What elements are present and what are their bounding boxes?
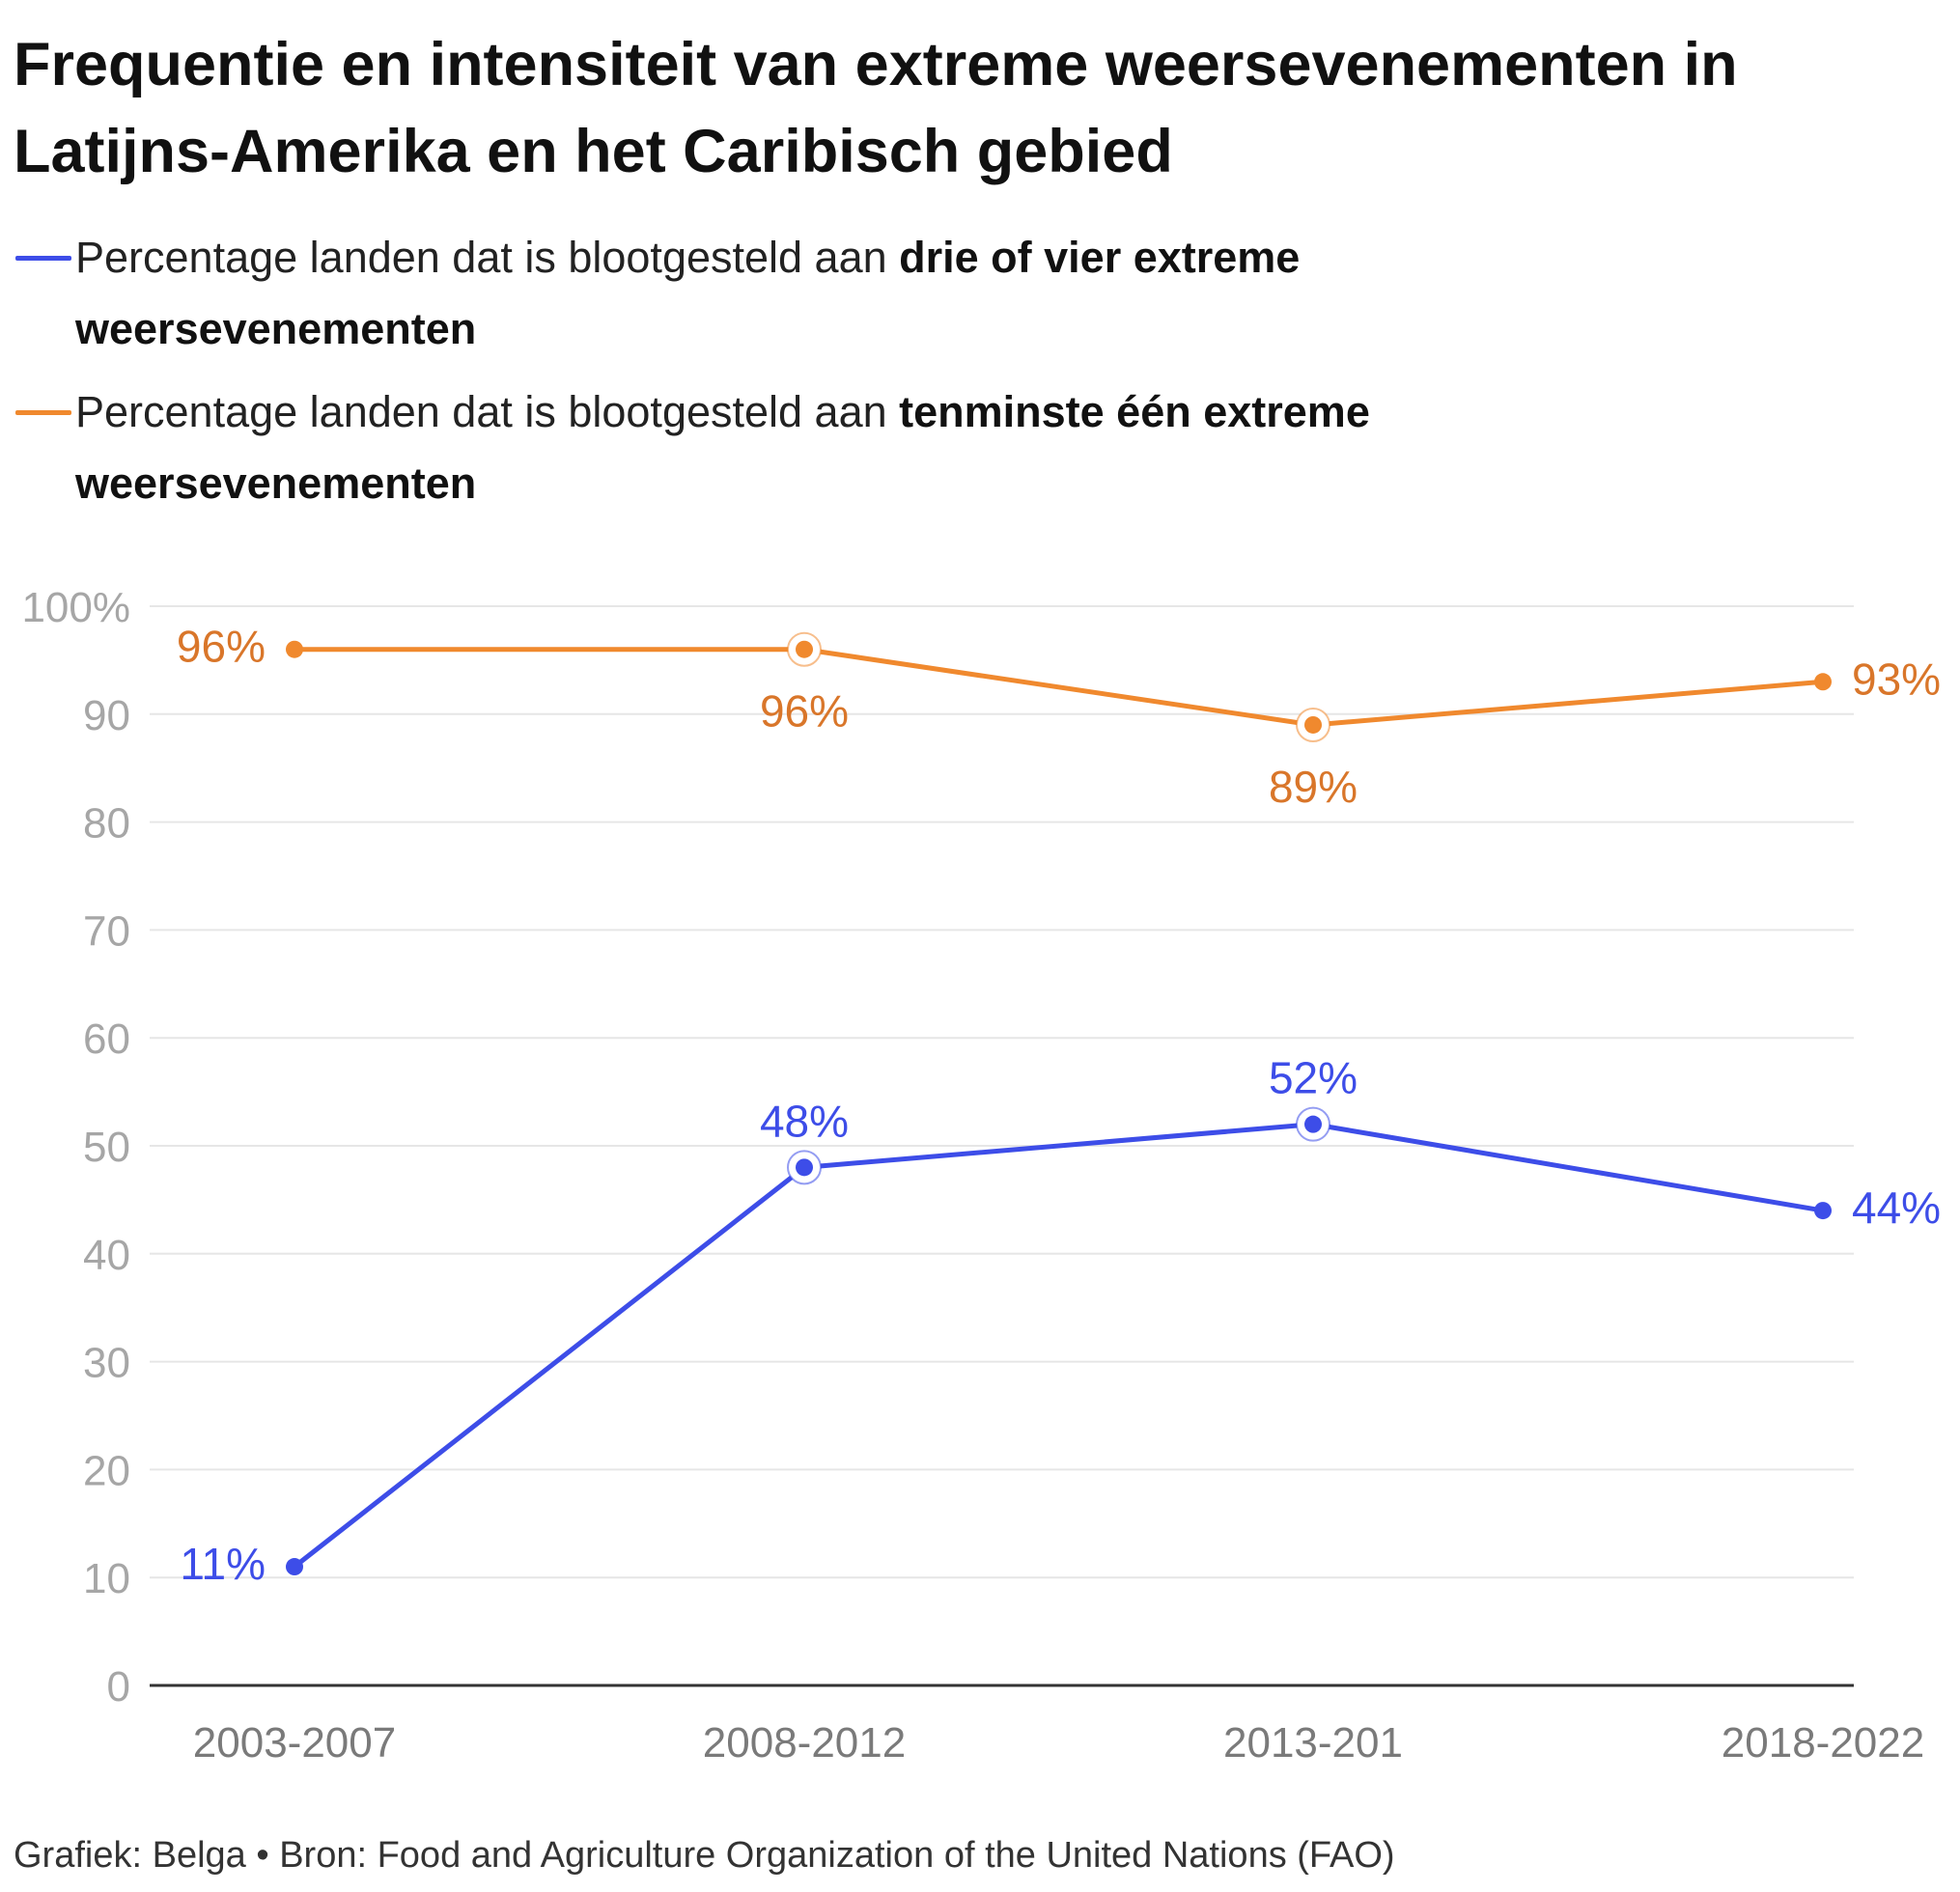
data-label-blue: 52%: [1269, 1053, 1358, 1103]
axes: 0 10 20 30 40 50 60 70 80 90 100% 2003-2007 2008-201…: [21, 584, 1924, 1767]
data-label-blue: 48%: [760, 1096, 849, 1146]
data-label-orange: 89%: [1269, 762, 1358, 812]
series-line-blue: [292, 1122, 1826, 1570]
y-tick-label: 10: [83, 1555, 130, 1602]
gridlines: [150, 605, 1854, 1579]
source-footer: Grafiek: Belga • Bron: Food and Agricult…: [14, 1835, 1395, 1876]
data-label-blue: 44%: [1852, 1182, 1941, 1233]
line-chart: 0 10 20 30 40 50 60 70 80 90 100% 2003-2007 2008-201…: [21, 584, 1941, 1767]
series: [286, 631, 1832, 1576]
data-point-blue: [1814, 1202, 1832, 1220]
y-tick-label: 70: [83, 907, 130, 955]
legend-item-three-or-four: Percentage landen dat is blootgesteld aa…: [14, 222, 1655, 365]
y-tick-label: 20: [83, 1447, 130, 1494]
data-point-orange: [1814, 673, 1832, 691]
data-point-blue: [1304, 1115, 1322, 1133]
data-label-orange: 96%: [177, 622, 266, 672]
data-label-orange: 96%: [760, 686, 849, 737]
x-tick-label: 2003-2007: [193, 1719, 396, 1767]
y-tick-label: 50: [83, 1124, 130, 1171]
data-labels: 96% 96% 89% 93% 11% 48% 52% 44%: [177, 622, 1941, 1589]
data-point-orange: [286, 640, 303, 658]
chart-title: Frequentie en intensiteit van extreme we…: [14, 31, 1738, 185]
data-point-blue: [286, 1558, 303, 1576]
data-label-orange: 93%: [1852, 654, 1941, 704]
y-tick-label: 40: [83, 1232, 130, 1279]
y-tick-label: 80: [83, 800, 130, 848]
data-point-blue: [796, 1158, 813, 1177]
data-point-orange: [796, 640, 813, 658]
x-tick-label: 2018-2022: [1722, 1719, 1924, 1767]
x-tick-label: 2008-2012: [703, 1719, 906, 1767]
legend-item-at-least-one: Percentage landen dat is blootgesteld aa…: [14, 376, 1655, 519]
y-tick-label: 60: [83, 1016, 130, 1063]
y-tick-label: 90: [83, 692, 130, 739]
legend-label-prefix: Percentage landen dat is blootgesteld aa…: [75, 233, 900, 282]
x-tick-label: 2013-201: [1223, 1719, 1403, 1767]
y-tick-label: 0: [107, 1663, 130, 1711]
legend-label-prefix: Percentage landen dat is blootgesteld aa…: [75, 387, 900, 436]
legend-swatch-orange: [15, 410, 71, 415]
legend-label-bold: drie of vier extreme weersevenementen: [75, 233, 1301, 353]
legend-label-bold: tenminste één extreme weersevenementen: [75, 387, 1370, 508]
legend-swatch-blue: [15, 256, 71, 261]
data-label-blue: 11%: [180, 1539, 266, 1589]
y-tick-label: 100%: [21, 584, 130, 631]
series-line-orange: [292, 647, 1826, 728]
y-tick-label: 30: [83, 1340, 130, 1387]
data-point-orange: [1304, 715, 1322, 734]
